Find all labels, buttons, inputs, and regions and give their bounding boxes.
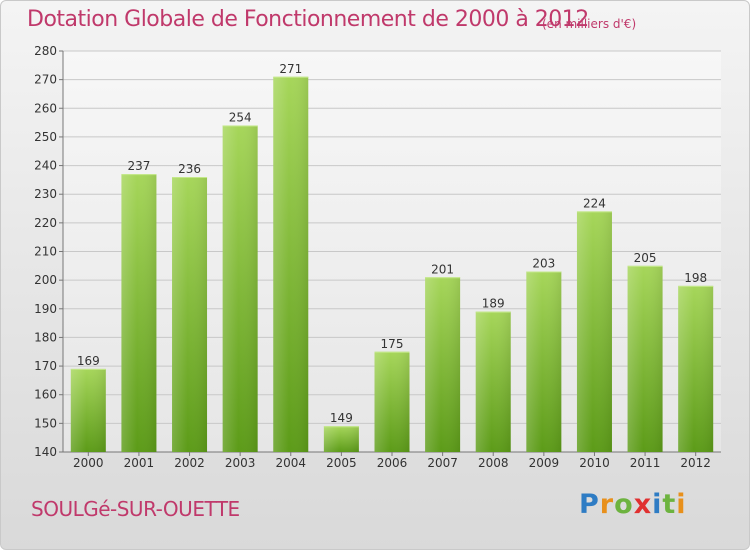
data-label: 149 [330, 411, 353, 425]
bar-shade [627, 265, 663, 452]
bar-shade [70, 368, 106, 452]
y-tick-label: 210 [34, 245, 57, 259]
y-tick-label: 240 [34, 159, 57, 173]
y-tick-label: 200 [34, 273, 57, 287]
x-tick-label: 2012 [680, 456, 711, 470]
y-tick-label: 280 [34, 44, 57, 58]
chart-title: Dotation Globale de Fonctionnement de 20… [27, 7, 589, 32]
x-tick-label: 2007 [427, 456, 458, 470]
data-label: 224 [583, 196, 606, 210]
bar-shade [425, 277, 461, 452]
y-tick-label: 190 [34, 302, 57, 316]
data-label: 203 [532, 257, 555, 271]
y-tick-label: 180 [34, 330, 57, 344]
logo-letter: i [676, 489, 687, 520]
logo-letter: o [614, 489, 634, 520]
logo-letter: i [652, 489, 663, 520]
data-label: 236 [178, 162, 201, 176]
proxiti-logo: Proxiti [579, 489, 687, 520]
bar-shade [222, 125, 258, 452]
data-label: 254 [229, 110, 252, 124]
x-tick-label: 2005 [326, 456, 357, 470]
y-tick-label: 270 [34, 73, 57, 87]
y-tick-label: 150 [34, 416, 57, 430]
y-tick-label: 220 [34, 216, 57, 230]
bar-shade [374, 351, 410, 452]
data-label: 175 [381, 337, 404, 351]
bar-shade [172, 177, 208, 452]
data-label: 198 [684, 271, 707, 285]
data-label: 205 [634, 251, 657, 265]
x-tick-label: 2011 [630, 456, 661, 470]
logo-letter: P [579, 489, 600, 520]
bar-shade [273, 76, 309, 453]
x-tick-label: 2002 [174, 456, 205, 470]
y-tick-label: 250 [34, 130, 57, 144]
x-tick-label: 2010 [579, 456, 610, 470]
data-label: 237 [127, 159, 150, 173]
data-label: 169 [77, 354, 100, 368]
logo-letter: t [662, 489, 677, 520]
y-tick-label: 170 [34, 359, 57, 373]
x-tick-label: 2006 [377, 456, 408, 470]
logo-letter: x [633, 489, 653, 520]
y-tick-label: 140 [34, 445, 57, 459]
bar-shade [526, 271, 562, 452]
bar-shade [576, 211, 612, 452]
chart-subtitle: (en milliers d'€) [542, 17, 637, 31]
x-tick-label: 2003 [225, 456, 256, 470]
bar-shade [475, 311, 511, 452]
y-tick-label: 230 [34, 187, 57, 201]
x-tick-label: 2008 [478, 456, 509, 470]
data-label: 189 [482, 297, 505, 311]
bar-shade [678, 285, 714, 452]
x-tick-label: 2001 [124, 456, 155, 470]
y-tick-label: 160 [34, 388, 57, 402]
x-tick-label: 2004 [275, 456, 306, 470]
bar-shade [121, 174, 157, 452]
commune-name: SOULGé-SUR-OUETTE [31, 497, 240, 521]
data-label: 271 [279, 62, 302, 76]
logo-letter: r [599, 489, 615, 520]
x-tick-label: 2000 [73, 456, 104, 470]
y-tick-label: 260 [34, 101, 57, 115]
x-tick-label: 2009 [529, 456, 560, 470]
data-label: 201 [431, 262, 454, 276]
bar-shade [323, 426, 359, 452]
